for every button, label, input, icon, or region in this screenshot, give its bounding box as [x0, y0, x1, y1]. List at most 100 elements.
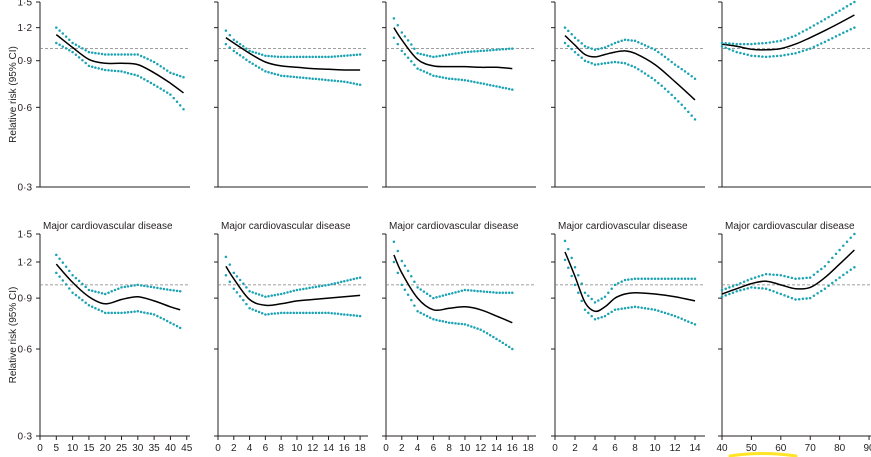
ci-upper-point: [305, 287, 308, 290]
ci-upper-point: [254, 292, 258, 295]
ci-upper-point: [746, 42, 749, 46]
ci-lower-point: [314, 311, 318, 315]
ci-lower-point: [238, 294, 242, 298]
ci-lower-point: [103, 68, 107, 72]
ci-lower-point: [772, 290, 775, 293]
ci-lower-point: [311, 77, 314, 80]
ci-lower-point: [834, 35, 838, 38]
ci-upper-point: [87, 50, 91, 54]
ci-upper-point: [120, 53, 123, 56]
x-tick-label: 10: [291, 443, 303, 454]
x-tick-label: 10: [67, 443, 79, 454]
ci-upper-point: [823, 265, 827, 268]
ci-upper-point: [172, 289, 175, 292]
ci-lower-point: [100, 67, 104, 71]
ci-lower-point: [677, 100, 680, 103]
ci-upper-point: [750, 42, 753, 46]
ci-upper-point: [267, 54, 270, 58]
ci-lower-point: [567, 44, 570, 48]
ci-upper-point: [783, 38, 786, 41]
ci-upper-point: [831, 13, 834, 17]
ci-lower-point: [690, 114, 693, 117]
ci-lower-point: [248, 60, 251, 64]
ci-lower-point: [133, 73, 136, 77]
ci-lower-point: [333, 312, 337, 315]
ci-upper-point: [720, 288, 724, 292]
ci-upper-point: [790, 35, 794, 39]
x-tick-label: 10: [649, 443, 661, 454]
ci-upper-point: [772, 273, 775, 276]
ci-upper-point: [630, 277, 633, 281]
ci-upper-point: [286, 291, 289, 294]
ci-upper-point: [834, 11, 838, 15]
ci-lower-point: [425, 314, 429, 318]
ci-lower-point: [355, 82, 359, 86]
ci-lower-point: [783, 53, 786, 57]
ci-upper-point: [466, 50, 470, 54]
ci-lower-point: [172, 96, 175, 100]
ci-lower-point: [175, 100, 179, 103]
ci-upper-point: [94, 51, 97, 55]
ci-lower-point: [349, 313, 352, 317]
ci-upper-point: [68, 38, 71, 42]
y-tick-label-row-0: 1·2: [18, 23, 33, 34]
ci-upper-point: [600, 297, 603, 300]
ci-upper-point: [61, 32, 65, 35]
ci-lower-point: [812, 294, 816, 297]
ci-lower-point: [159, 316, 162, 319]
ci-lower-point: [580, 56, 583, 60]
ci-upper-point: [482, 290, 486, 293]
ci-lower-point: [834, 279, 838, 282]
ci-lower-point: [81, 58, 84, 62]
ci-upper-point: [133, 53, 136, 56]
ci-lower-point: [482, 330, 486, 333]
ci-upper-point: [238, 42, 242, 46]
ci-upper-point: [593, 48, 597, 52]
ci-lower-point: [794, 298, 797, 301]
ci-lower-point: [251, 62, 254, 66]
ci-lower-point: [146, 79, 149, 83]
ci-upper-point: [683, 277, 687, 281]
ci-lower-point: [232, 287, 236, 290]
ci-lower-point: [801, 49, 805, 53]
ci-upper-point: [647, 277, 650, 281]
ci-upper-point: [333, 282, 337, 285]
ci-lower-point: [358, 83, 362, 87]
ci-upper-point: [772, 40, 775, 44]
ci-upper-point: [419, 288, 422, 291]
ci-lower-point: [660, 310, 663, 314]
ci-lower-point: [663, 311, 667, 315]
ci-upper-point: [470, 289, 473, 292]
ci-lower-point: [90, 305, 94, 309]
ci-upper-point: [742, 42, 746, 46]
ci-lower-point: [139, 76, 143, 79]
ci-lower-point: [406, 293, 410, 297]
ci-upper-point: [476, 289, 479, 293]
ci-lower-point: [663, 87, 667, 91]
ci-lower-point: [764, 287, 768, 290]
ci-upper-point: [463, 50, 467, 54]
ci-lower-point: [680, 103, 683, 107]
ci-upper-point: [165, 69, 169, 72]
ci-lower-point: [403, 53, 407, 56]
ci-upper-point: [808, 276, 812, 279]
ci-lower-point: [317, 311, 321, 315]
estimate-curve: [225, 37, 361, 71]
ci-upper-point: [746, 279, 749, 282]
ci-upper-point: [607, 291, 610, 294]
ci-upper-point: [794, 277, 797, 281]
ci-lower-point: [224, 42, 228, 46]
ci-upper-point: [603, 46, 607, 49]
ci-lower-point: [610, 310, 613, 314]
ci-upper-point: [327, 283, 330, 287]
ci-lower-point: [165, 91, 169, 94]
ci-upper-point: [470, 50, 473, 53]
ci-lower-point: [308, 311, 311, 315]
ci-lower-point: [683, 318, 687, 322]
ci-upper-point: [570, 256, 573, 260]
y-axis-label-row-1: Relative risk (95% CI): [8, 287, 19, 384]
ci-lower-point: [162, 89, 166, 92]
ci-lower-point: [482, 82, 486, 86]
ci-upper-point: [617, 281, 620, 285]
ci-lower-point: [94, 66, 97, 69]
